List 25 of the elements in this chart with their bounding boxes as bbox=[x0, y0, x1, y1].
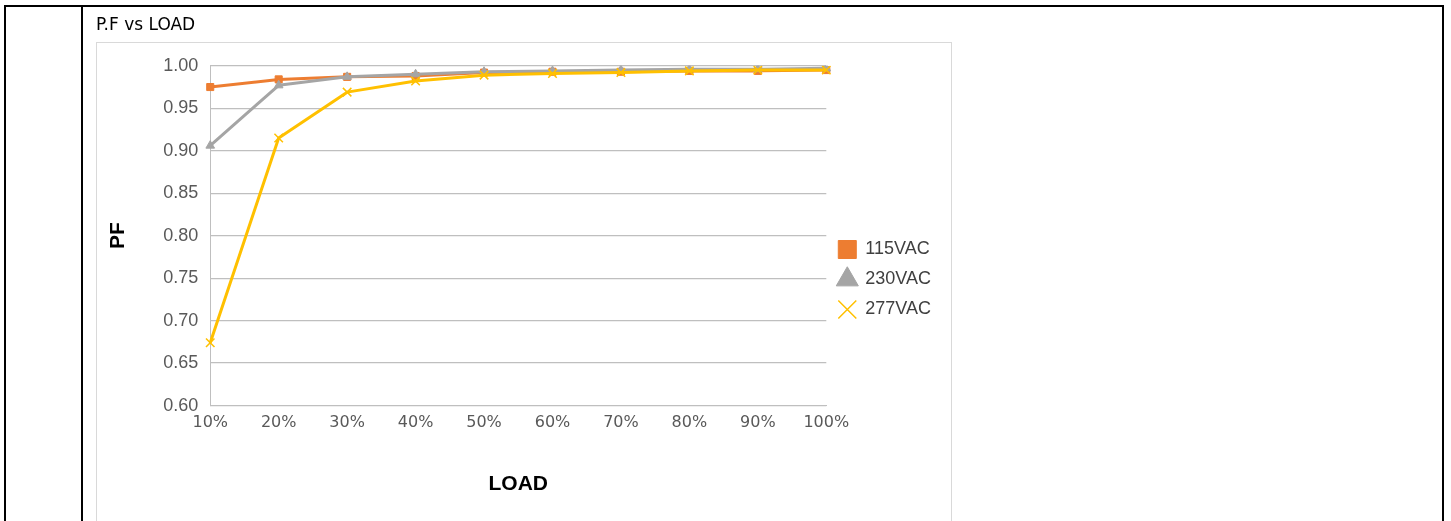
x-tick-label: 20% bbox=[260, 412, 297, 432]
y-tick-label: 0.90 bbox=[163, 139, 199, 160]
y-tick-label: 0.80 bbox=[163, 224, 199, 245]
y-axis-title: PF bbox=[105, 222, 129, 250]
x-tick-label: 50% bbox=[466, 412, 502, 432]
x-tick-label: 10% bbox=[192, 412, 229, 432]
x-tick-label: 40% bbox=[397, 412, 434, 432]
y-tick-label: 0.60 bbox=[163, 394, 199, 415]
legend-label: 230VAC bbox=[865, 268, 932, 289]
x-tick-label: 30% bbox=[329, 412, 365, 432]
legend-label: 277VAC bbox=[865, 298, 932, 319]
legend-label: 115VAC bbox=[865, 238, 930, 259]
x-tick-label: 70% bbox=[603, 412, 639, 432]
x-tick-label: 80% bbox=[671, 412, 708, 432]
y-tick-label: 0.95 bbox=[163, 97, 199, 118]
y-tick-label: 0.85 bbox=[163, 182, 199, 203]
chart-title: P.F vs LOAD bbox=[96, 14, 196, 34]
y-tick-label: 0.65 bbox=[163, 352, 199, 373]
x-tick-label: 60% bbox=[534, 412, 571, 432]
y-tick-label: 0.75 bbox=[163, 267, 199, 288]
x-axis-title: LOAD bbox=[488, 471, 549, 495]
y-tick-label: 1.00 bbox=[163, 54, 199, 75]
y-tick-label: 0.70 bbox=[163, 309, 199, 330]
x-tick-label: 90% bbox=[740, 412, 776, 432]
x-tick-label: 100% bbox=[803, 412, 850, 432]
